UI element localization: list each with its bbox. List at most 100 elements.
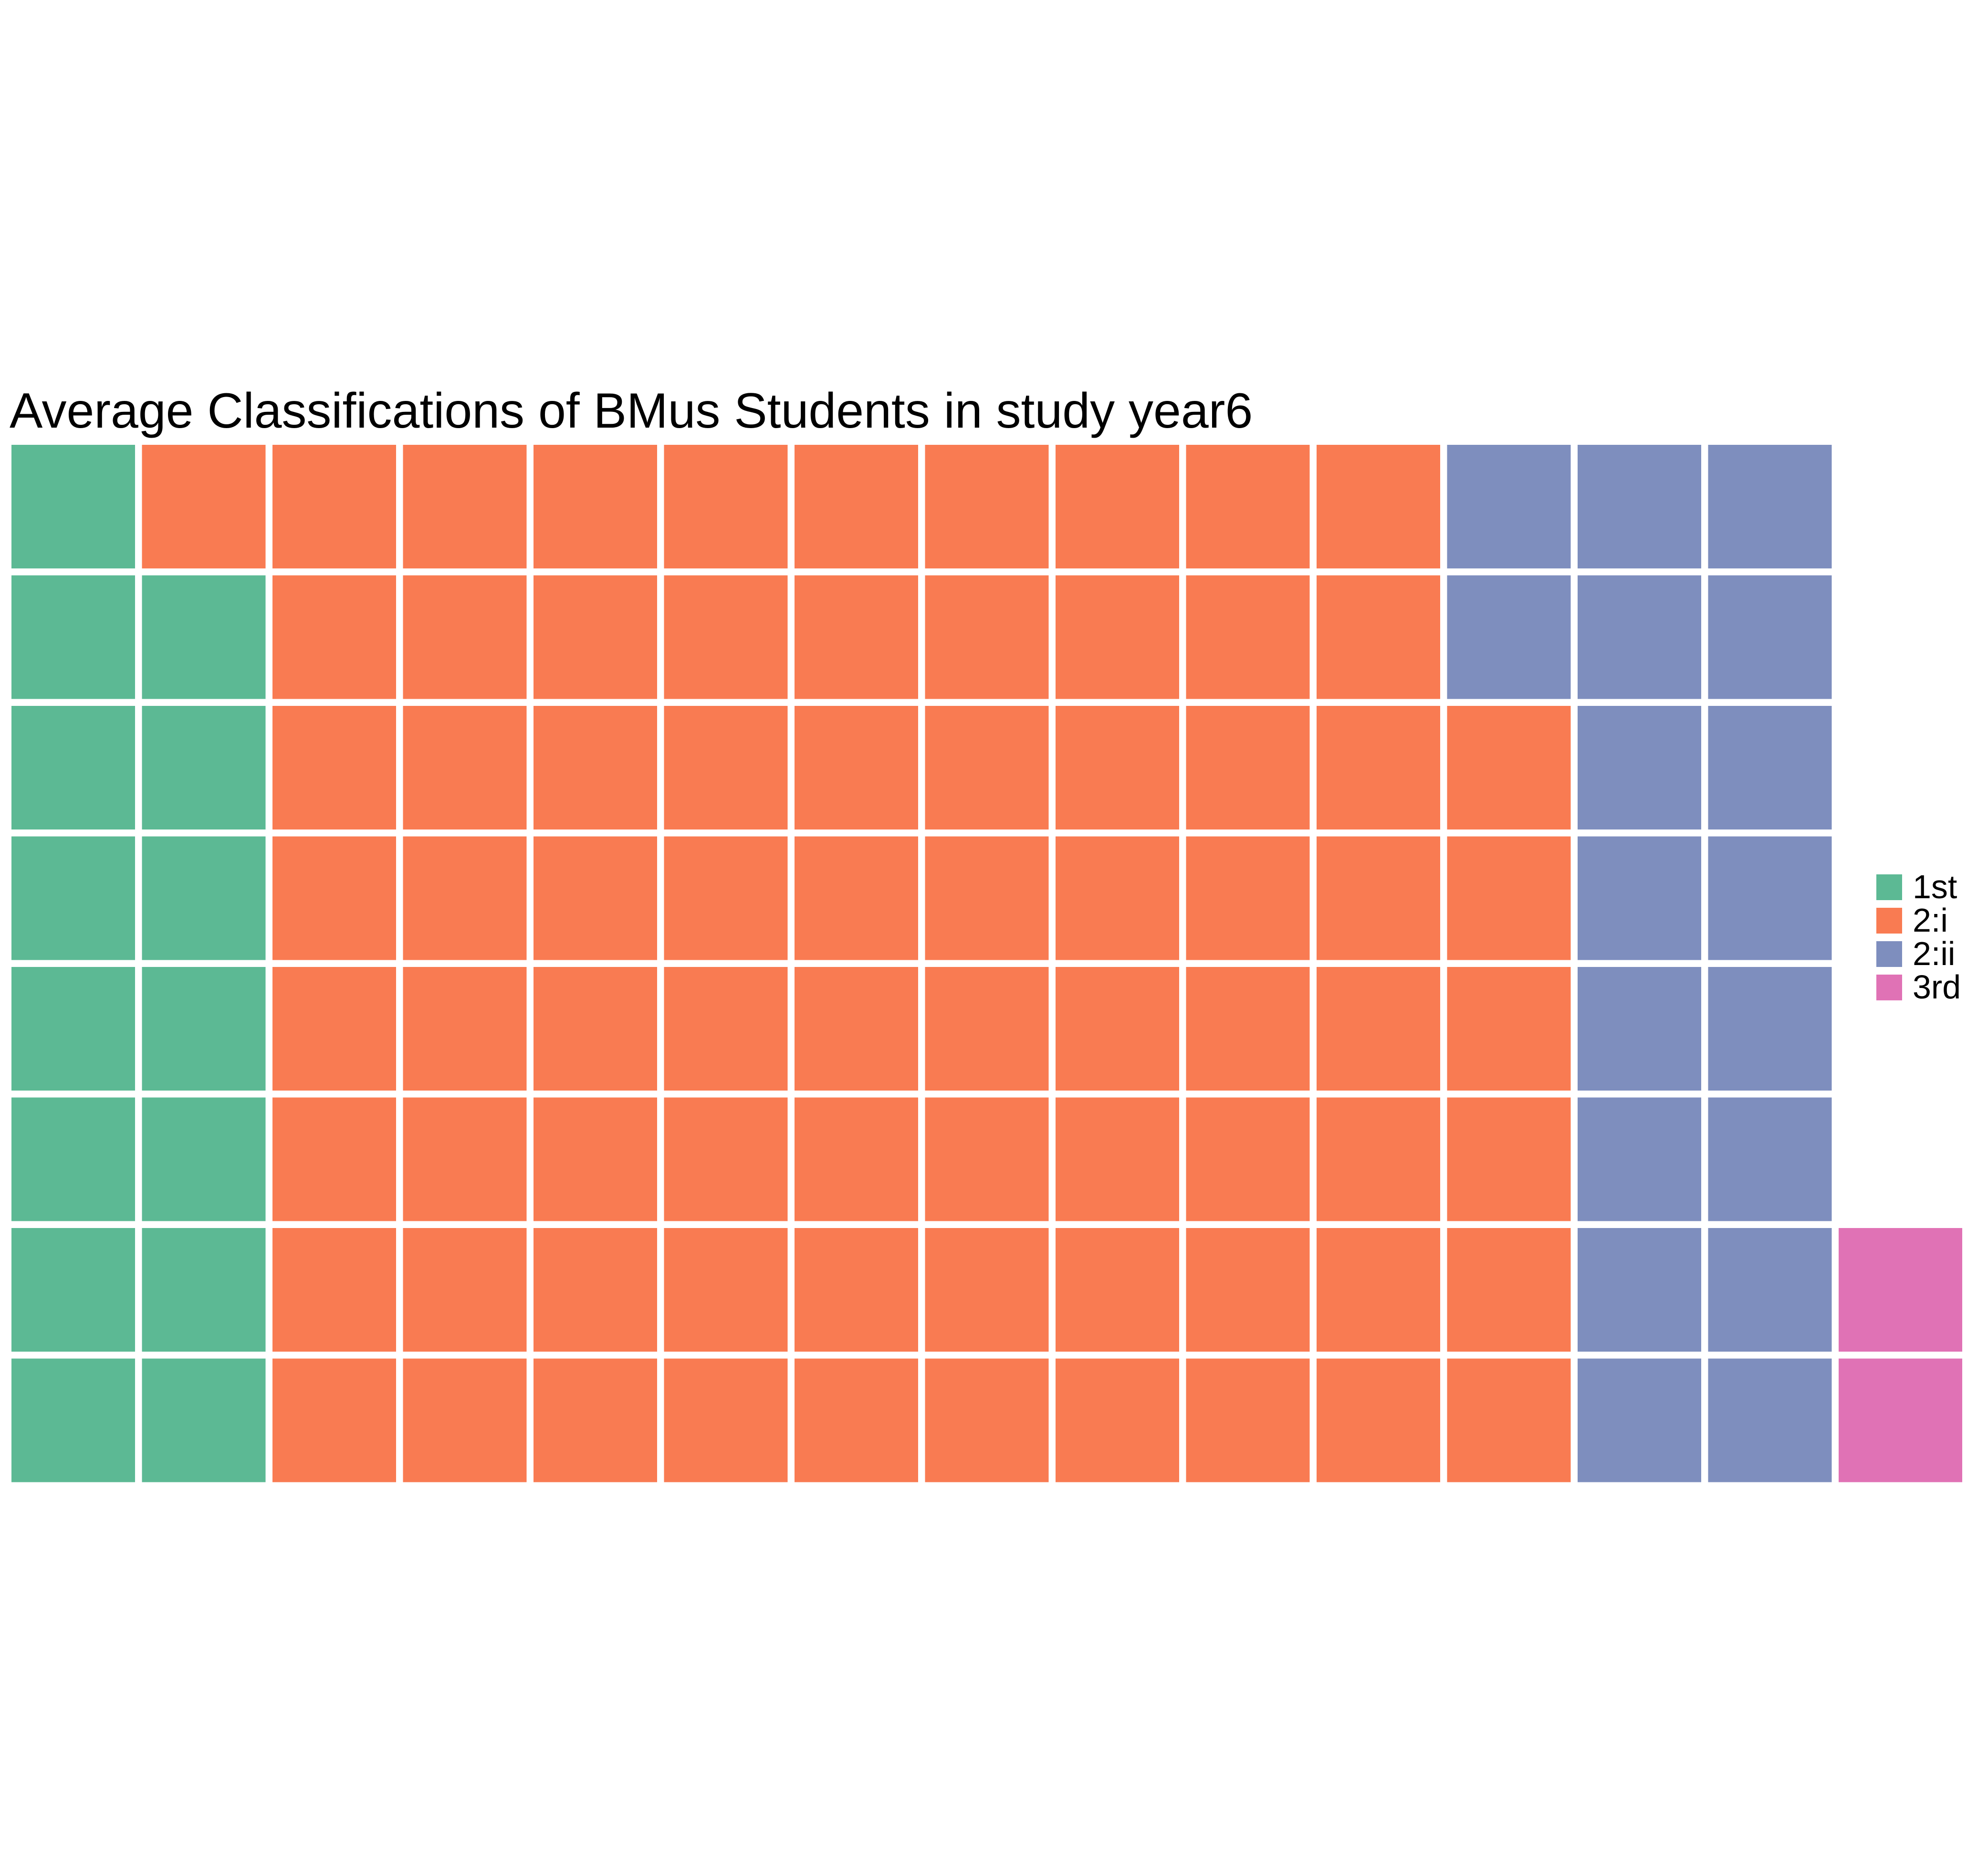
waffle-cell-2:i [272,1358,396,1482]
waffle-cell-2:i [664,1228,788,1352]
waffle-cell-2:i [1447,836,1571,960]
waffle-cell-2:i [925,1228,1049,1352]
waffle-cell-2:ii [1708,836,1832,960]
waffle-cell-2:i [272,445,396,568]
waffle-cell-2:ii [1708,706,1832,830]
waffle-cell-2:i [272,1097,396,1221]
waffle-cell-2:i [925,445,1049,568]
waffle-cell-2:i [403,445,527,568]
waffle-cell-2:ii [1447,575,1571,699]
waffle-cell-2:i [534,575,657,699]
waffle-cell-2:i [534,1358,657,1482]
legend-label-2:ii: 2:ii [1913,935,1955,972]
waffle-cell-2:i [272,575,396,699]
waffle-cell-2:ii [1447,445,1571,568]
waffle-cell-2:i [1317,1358,1440,1482]
waffle-cell-2:i [1317,706,1440,830]
waffle-cell-1st [142,1228,266,1352]
waffle-cell-2:i [795,836,918,960]
waffle-cell-1st [11,1097,135,1221]
waffle-cell-2:i [1056,967,1179,1091]
waffle-cell-2:i [1186,967,1310,1091]
waffle-cell-2:i [272,836,396,960]
waffle-cell-2:i [403,836,527,960]
waffle-cell-1st [142,1358,266,1482]
waffle-cell-1st [142,706,266,830]
waffle-cell-2:i [1447,706,1571,830]
legend-label-2:i: 2:i [1913,902,1948,939]
waffle-cell-2:i [272,706,396,830]
waffle-cell-2:i [1186,1097,1310,1221]
waffle-cell-2:i [925,706,1049,830]
waffle-cell-2:i [142,445,266,568]
waffle-cell-2:i [664,967,788,1091]
waffle-cell-2:i [403,706,527,830]
waffle-cell-2:i [1186,575,1310,699]
waffle-cell-2:i [925,1358,1049,1482]
waffle-cell-2:ii [1578,1228,1701,1352]
chart-title: Average Classifications of BMus Students… [10,383,1253,439]
waffle-cell-2:i [664,1358,788,1482]
waffle-cell-2:ii [1578,1358,1701,1482]
waffle-cell-2:ii [1708,445,1832,568]
waffle-cell-1st [11,836,135,960]
legend-key-3rd [1876,975,1902,1000]
waffle-cell-2:i [1186,445,1310,568]
waffle-cell-2:i [925,836,1049,960]
waffle-cell-2:i [272,1228,396,1352]
waffle-cell-2:i [925,575,1049,699]
waffle-cell-2:i [403,575,527,699]
waffle-cell-2:i [1317,1228,1440,1352]
waffle-cell-2:i [1186,706,1310,830]
waffle-cell-2:i [664,445,788,568]
waffle-cell-2:i [1186,1228,1310,1352]
waffle-cell-2:i [403,967,527,1091]
waffle-cell-2:i [272,967,396,1091]
waffle-cell-2:i [1186,1358,1310,1482]
legend-key-2:i [1876,908,1902,934]
waffle-cell-1st [142,1097,266,1221]
waffle-cell-2:i [1317,967,1440,1091]
waffle-cell-1st [11,445,135,568]
waffle-cell-2:ii [1708,1228,1832,1352]
waffle-cell-2:i [534,836,657,960]
waffle-cell-2:ii [1708,967,1832,1091]
legend-key-1st [1876,874,1902,900]
waffle-cell-2:i [534,967,657,1091]
waffle-cell-2:i [1447,967,1571,1091]
waffle-cell-2:i [1317,1097,1440,1221]
waffle-cell-3rd [1839,1358,1962,1482]
legend-label-3rd: 3rd [1913,968,1961,1006]
waffle-cell-1st [142,836,266,960]
waffle-cell-2:ii [1578,445,1701,568]
legend-label-1st: 1st [1913,868,1957,905]
waffle-cell-2:ii [1578,706,1701,830]
waffle-cell-2:i [925,1097,1049,1221]
waffle-cell-2:ii [1578,967,1701,1091]
waffle-cell-2:i [795,445,918,568]
waffle-cell-2:i [1056,445,1179,568]
waffle-cell-2:i [795,706,918,830]
waffle-cell-2:i [1447,1097,1571,1221]
waffle-cell-2:i [664,836,788,960]
waffle-cell-2:i [534,706,657,830]
waffle-cell-2:i [1317,445,1440,568]
waffle-cell-2:i [1056,575,1179,699]
waffle-cell-2:ii [1708,575,1832,699]
waffle-cell-2:ii [1578,836,1701,960]
waffle-cell-2:i [1056,706,1179,830]
waffle-cell-2:i [1447,1358,1571,1482]
waffle-cell-2:i [1056,836,1179,960]
waffle-cell-2:i [1447,1228,1571,1352]
waffle-cell-2:i [403,1228,527,1352]
waffle-cell-2:i [664,706,788,830]
waffle-cell-3rd [1839,1228,1962,1352]
waffle-cell-2:i [664,575,788,699]
waffle-cell-2:i [534,1097,657,1221]
waffle-cell-2:i [795,575,918,699]
waffle-cell-1st [11,1358,135,1482]
waffle-cell-2:i [795,1358,918,1482]
waffle-cell-2:i [534,1228,657,1352]
waffle-cell-2:i [1186,836,1310,960]
